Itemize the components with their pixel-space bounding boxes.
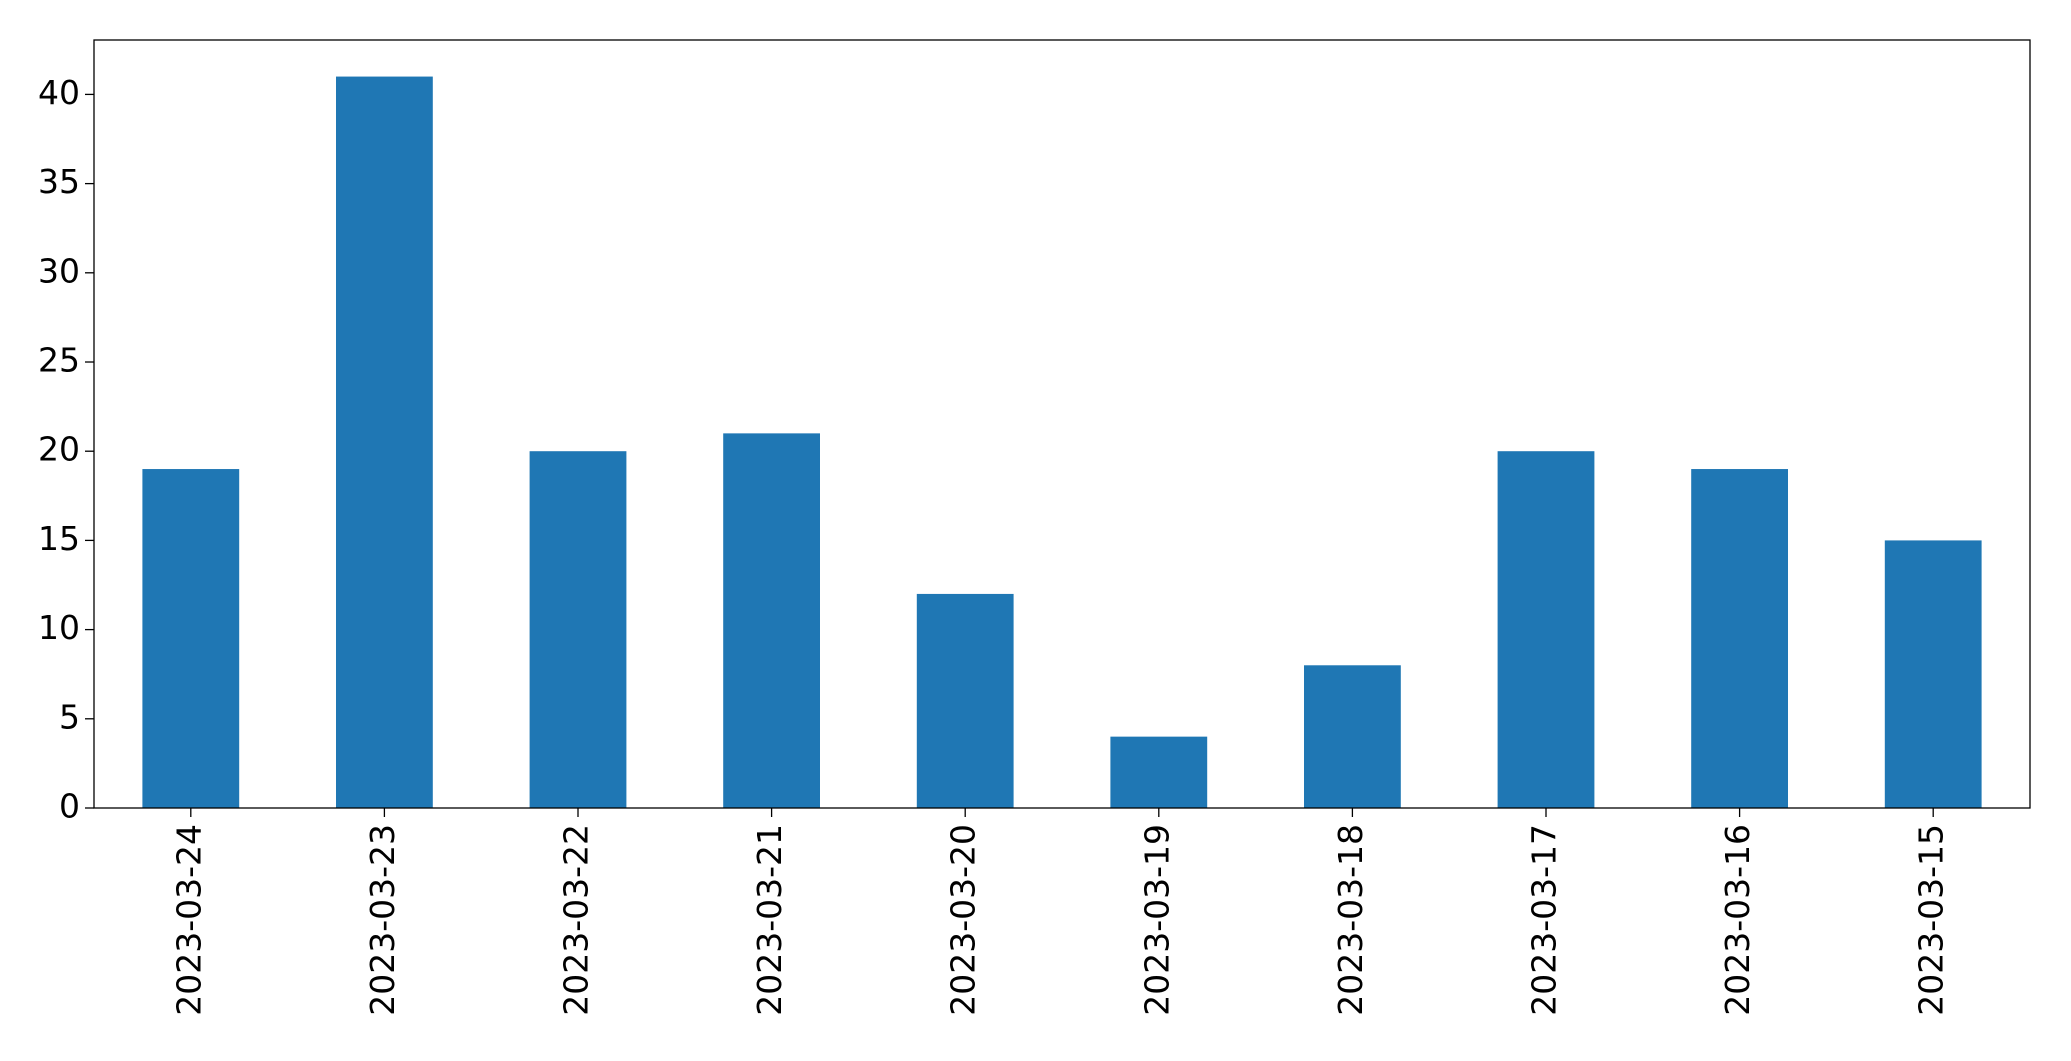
bar bbox=[916, 593, 1014, 808]
bar bbox=[1691, 469, 1788, 808]
x-tick-label: 2023-03-21 bbox=[750, 824, 789, 1016]
x-tick-label: 2023-03-18 bbox=[1331, 824, 1370, 1016]
plot-frame bbox=[93, 39, 2031, 809]
x-tick-label: 2023-03-20 bbox=[944, 824, 983, 1016]
bar bbox=[142, 469, 240, 808]
y-tick-label: 30 bbox=[38, 251, 80, 290]
y-tick-label: 40 bbox=[38, 73, 80, 112]
y-tick-label: 25 bbox=[38, 341, 80, 380]
bar bbox=[336, 76, 433, 809]
x-tick-label: 2023-03-23 bbox=[363, 824, 402, 1016]
x-tick-label: 2023-03-16 bbox=[1718, 824, 1757, 1016]
y-tick-label: 0 bbox=[59, 787, 80, 826]
x-tick-label: 2023-03-17 bbox=[1525, 824, 1564, 1016]
y-tick-label: 5 bbox=[59, 697, 80, 736]
y-tick-label: 20 bbox=[38, 430, 80, 469]
y-tick-label: 15 bbox=[38, 519, 80, 558]
bar bbox=[1304, 665, 1401, 808]
bar bbox=[1884, 540, 1982, 808]
y-tick-label: 10 bbox=[38, 608, 80, 647]
bar bbox=[1110, 736, 1208, 808]
bar bbox=[723, 433, 820, 808]
x-tick-label: 2023-03-19 bbox=[1137, 824, 1176, 1016]
bar bbox=[1497, 451, 1595, 808]
y-tick-label: 35 bbox=[38, 162, 80, 201]
x-tick-label: 2023-03-15 bbox=[1912, 824, 1951, 1016]
x-tick-label: 2023-03-24 bbox=[169, 824, 208, 1016]
bar bbox=[529, 451, 627, 808]
x-tick-label: 2023-03-22 bbox=[557, 824, 596, 1016]
